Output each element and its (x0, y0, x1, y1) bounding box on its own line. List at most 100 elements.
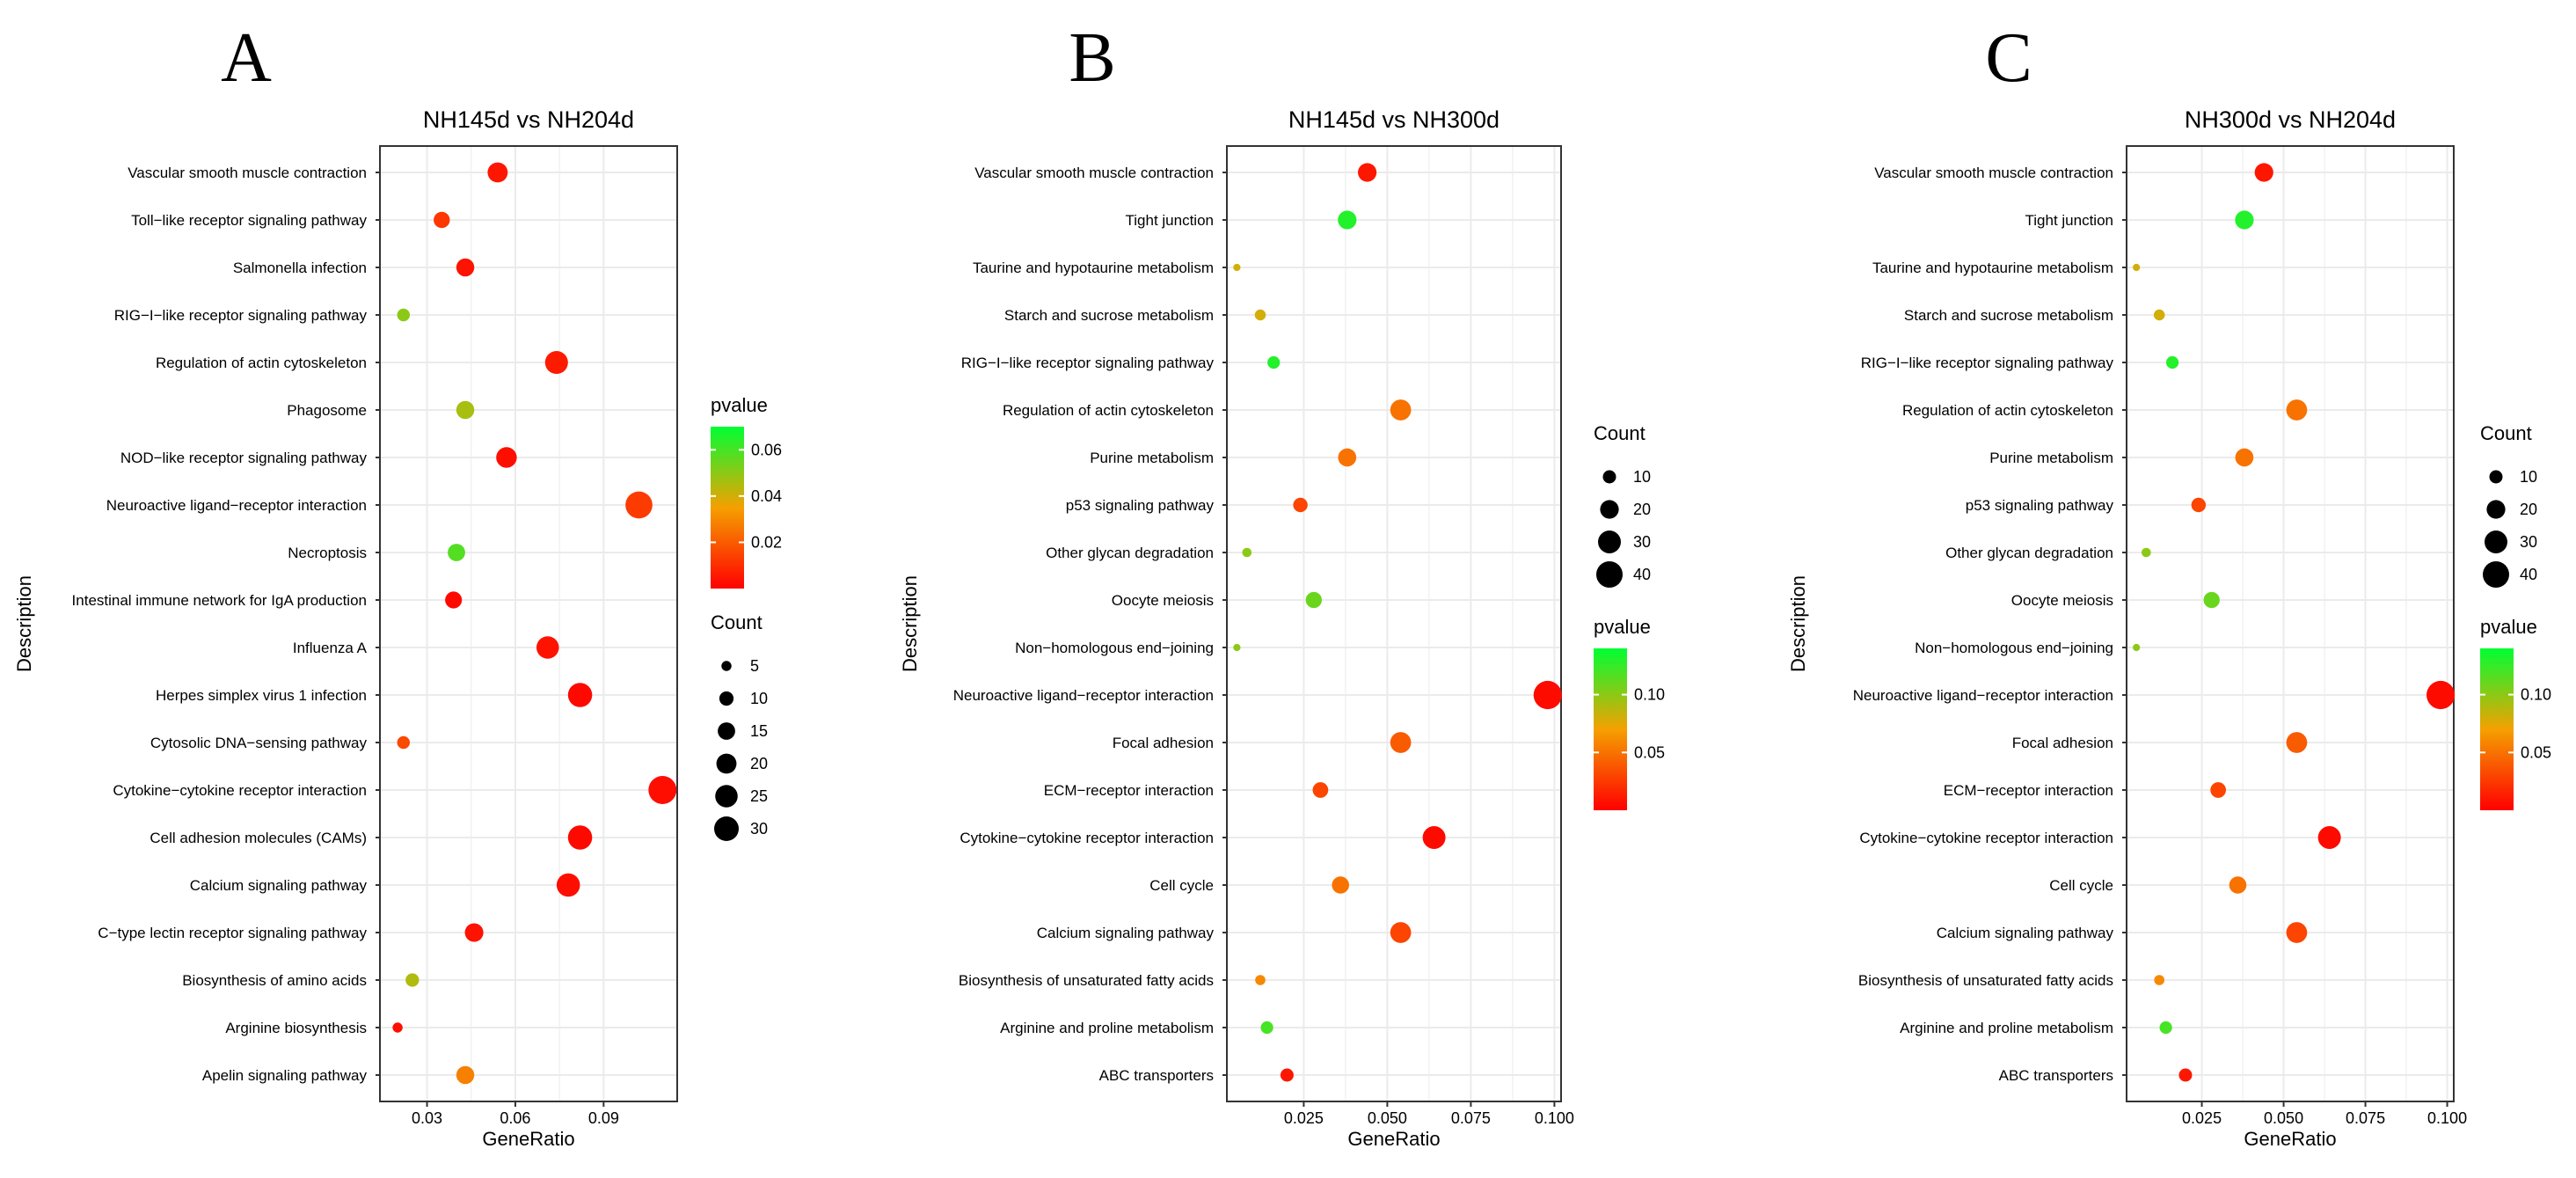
plot-area (1227, 146, 1561, 1101)
y-tick-label: Other glycan degradation (1945, 545, 2113, 561)
y-axis-title: Description (899, 575, 921, 672)
pvalue-legend-label: 0.10 (2521, 686, 2551, 704)
x-tick-label: 0.100 (2427, 1109, 2467, 1127)
count-legend-label: 15 (750, 722, 768, 740)
data-point (2154, 975, 2165, 985)
x-tick-label: 0.06 (500, 1109, 530, 1127)
data-point (1293, 497, 1308, 513)
data-point (1280, 1068, 1294, 1082)
count-legend-label: 10 (1633, 468, 1651, 486)
count-legend-label: 40 (1633, 566, 1651, 583)
x-tick-label: 0.025 (2182, 1109, 2222, 1127)
count-legend-dot (714, 816, 739, 841)
y-tick-label: Regulation of actin cytoskeleton (1902, 402, 2113, 419)
data-point (2254, 163, 2273, 182)
y-tick-label: Regulation of actin cytoskeleton (156, 355, 367, 371)
count-legend-title: Count (1594, 422, 1646, 444)
data-point (2286, 922, 2308, 943)
y-tick-label: Starch and sucrose metabolism (1004, 307, 1214, 324)
count-legend-dot (715, 785, 738, 808)
data-point (2191, 497, 2207, 513)
data-point (2133, 643, 2141, 652)
y-tick-label: RIG−I−like receptor signaling pathway (1861, 355, 2114, 371)
data-point (1338, 210, 1357, 230)
data-point (2426, 680, 2456, 710)
x-tick-label: 0.050 (2264, 1109, 2303, 1127)
pvalue-colorbar (711, 427, 744, 589)
data-point (2317, 826, 2341, 849)
chart-title: NH145d vs NH300d (1288, 106, 1500, 133)
plot-area (2127, 146, 2454, 1101)
data-point (2159, 1021, 2172, 1035)
y-tick-label: Cytosolic DNA−sensing pathway (150, 735, 368, 751)
data-point (1242, 547, 1252, 558)
y-tick-label: Vascular smooth muscle contraction (974, 165, 1214, 181)
y-tick-label: Biosynthesis of unsaturated fatty acids (959, 972, 1214, 989)
data-point (397, 308, 411, 322)
x-tick-label: 0.100 (1535, 1109, 1574, 1127)
x-axis-title: GeneRatio (1347, 1128, 1440, 1150)
count-legend-label: 30 (1633, 533, 1651, 551)
data-point (1260, 1021, 1273, 1035)
y-tick-label: Apelin signaling pathway (202, 1067, 368, 1084)
x-axis-title: GeneRatio (482, 1128, 574, 1150)
panel-letter: C (1985, 19, 2032, 97)
y-tick-label: Cytokine−cytokine receptor interaction (960, 830, 1214, 846)
y-tick-label: Non−homologous end−joining (1015, 640, 1214, 656)
data-point (2286, 732, 2308, 753)
pvalue-legend: pvalue 0.05 0.10 (2480, 616, 2551, 810)
data-point (1233, 263, 1241, 272)
y-tick-label: Vascular smooth muscle contraction (1874, 165, 2113, 181)
y-tick-label: Calcium signaling pathway (1037, 925, 1215, 941)
y-tick-label: RIG−I−like receptor signaling pathway (114, 307, 368, 324)
x-tick-label: 0.03 (412, 1109, 442, 1127)
gridlines (380, 146, 677, 1101)
count-legend-title: Count (711, 611, 763, 633)
pvalue-legend: pvalue 0.05 0.10 (1594, 616, 1665, 810)
count-legend-dot (2483, 561, 2509, 588)
panel-letter: B (1069, 19, 1115, 97)
data-point (2235, 210, 2254, 230)
pvalue-legend-label: 0.06 (751, 441, 782, 458)
data-point (2165, 355, 2179, 369)
y-tick-label: Cytokine−cytokine receptor interaction (113, 782, 367, 799)
pvalue-legend-label: 0.04 (751, 487, 782, 505)
plot-border (1226, 145, 1562, 1102)
data-point (456, 1065, 475, 1085)
panel-b: B NH145d vs NH300d Vascular smooth muscle … (899, 19, 1665, 1150)
y-tick-label: Cell cycle (1149, 877, 1214, 894)
count-legend-dot (716, 753, 737, 774)
x-tick-label: 0.025 (1284, 1109, 1324, 1127)
panel-letter: A (221, 19, 272, 97)
data-point (648, 776, 677, 804)
chart-title: NH300d vs NH204d (2185, 106, 2396, 133)
panel-c: C NH300d vs NH204d Vascular smooth muscle … (1787, 19, 2551, 1150)
data-point (2153, 309, 2165, 321)
y-tick-label: NOD−like receptor signaling pathway (120, 450, 368, 466)
data-point (2229, 876, 2247, 894)
count-legend-dot (1596, 561, 1623, 588)
data-point (1312, 782, 1329, 798)
y-tick-label: Oocyte meiosis (2011, 592, 2113, 609)
x-tick-label: 0.075 (2346, 1109, 2385, 1127)
y-tick-label: Biosynthesis of unsaturated fatty acids (1858, 972, 2113, 989)
data-point (536, 636, 559, 659)
data-point (1233, 643, 1241, 652)
data-point (2210, 782, 2227, 798)
data-point (1305, 591, 1322, 609)
y-tick-label: Vascular smooth muscle contraction (128, 165, 367, 181)
y-tick-label: ECM−receptor interaction (1044, 782, 1214, 799)
y-tick-label: Focal adhesion (1113, 735, 1214, 751)
data-point (567, 825, 593, 850)
y-tick-label: Tight junction (1126, 212, 1214, 229)
y-tick-label: Taurine and hypotaurine metabolism (1872, 260, 2113, 276)
count-legend-dot (721, 661, 732, 671)
y-tick-label: Arginine and proline metabolism (1900, 1020, 2113, 1036)
y-tick-label: ABC transporters (1999, 1067, 2113, 1084)
chart-title: NH145d vs NH204d (423, 106, 634, 133)
data-point (397, 735, 411, 750)
data-point (2133, 263, 2141, 272)
y-tick-label: Starch and sucrose metabolism (1904, 307, 2113, 324)
y-axis-title: Description (13, 575, 35, 672)
y-tick-label: Necroptosis (288, 545, 367, 561)
